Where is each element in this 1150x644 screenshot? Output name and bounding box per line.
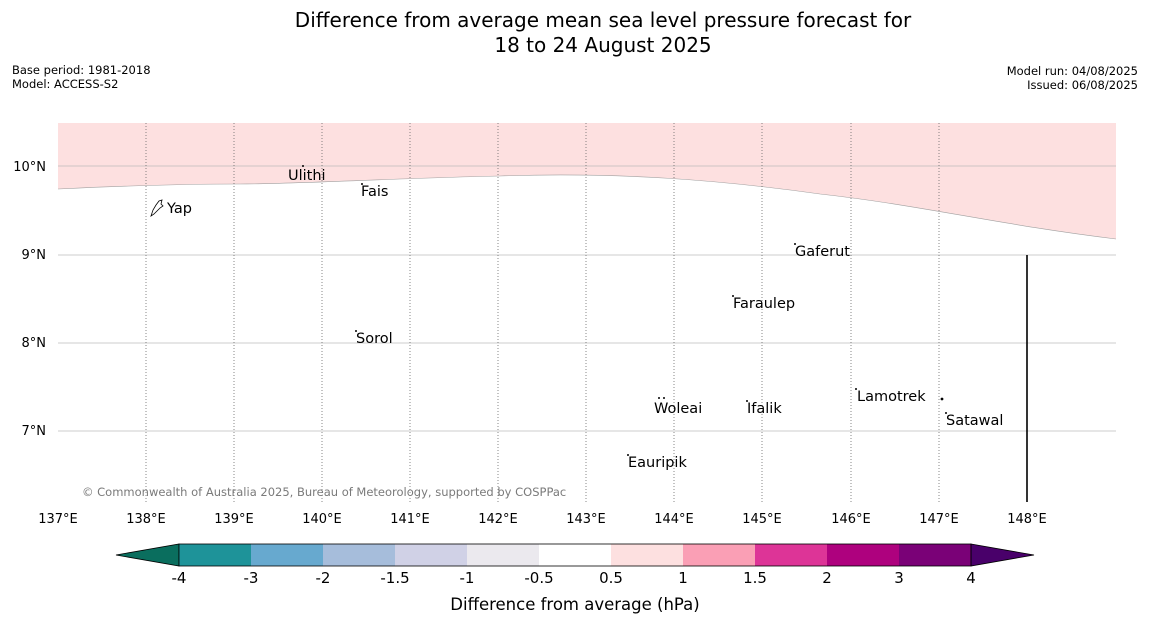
x-tick-label: 137°E — [38, 512, 78, 527]
meta-left: Base period: 1981-2018 Model: ACCESS-S2 — [12, 63, 151, 91]
x-tick-labels: 137°E 138°E 139°E 140°E 141°E 142°E 143°… — [38, 512, 1047, 527]
colorbar-high-arrow — [970, 543, 1035, 567]
model-run: Model run: 04/08/2025 — [1006, 64, 1138, 78]
copyright-notice: © Commonwealth of Australia 2025, Bureau… — [82, 485, 566, 499]
eauripik-dot — [627, 453, 630, 456]
colorbar-tick: -1.5 — [380, 569, 409, 587]
lamotrek-dot — [855, 387, 858, 390]
colorbar-segment — [539, 544, 611, 566]
colorbar-border — [178, 543, 972, 567]
x-tick-label: 141°E — [390, 512, 430, 527]
colorbar-tick: 2 — [822, 569, 832, 587]
place-label-yap: Yap — [166, 201, 192, 217]
lon-gridlines — [145, 123, 940, 502]
woleai-dot-2 — [663, 396, 666, 399]
place-label-fais: Fais — [361, 184, 388, 200]
x-tick-label: 147°E — [919, 512, 959, 527]
colorbar: -4 -3 -2 -1.5 -1 -0.5 0.5 1 1.5 2 3 4 Di… — [115, 543, 1035, 614]
colorbar-segment — [179, 544, 251, 566]
colorbar-segment — [755, 544, 827, 566]
fais-dot — [360, 182, 363, 185]
y-tick-labels: 10°N 9°N 8°N 7°N — [13, 160, 46, 439]
colorbar-tick: 1.5 — [743, 569, 767, 587]
place-label-gaferut: Gaferut — [795, 244, 850, 260]
place-label-ifalik: Ifalik — [747, 401, 782, 417]
colorbar-tick: -4 — [172, 569, 187, 587]
colorbar-tick: -1 — [460, 569, 475, 587]
colorbar-tick: 1 — [678, 569, 688, 587]
colorbar-segment — [395, 544, 467, 566]
x-tick-label: 142°E — [478, 512, 518, 527]
x-tick-label: 138°E — [126, 512, 166, 527]
faraulep-dot — [732, 294, 735, 297]
x-tick-label: 144°E — [654, 512, 694, 527]
colorbar-segment — [827, 544, 899, 566]
colorbar-segment — [683, 544, 755, 566]
place-label-satawal: Satawal — [946, 413, 1003, 429]
place-label-eauripik: Eauripik — [628, 455, 687, 471]
ifalik-dot — [746, 399, 749, 402]
place-label-lamotrek: Lamotrek — [857, 389, 926, 405]
gaferut-dot — [794, 242, 797, 245]
island-markers — [150, 164, 948, 456]
pressure-anomaly-shading — [58, 123, 1116, 239]
colorbar-tick: 3 — [894, 569, 904, 587]
colorbar-tick: -3 — [244, 569, 259, 587]
yap-island-outline — [150, 199, 164, 217]
colorbar-tick: 0.5 — [599, 569, 623, 587]
colorbar-low-arrow — [115, 543, 180, 567]
meta-right: Model run: 04/08/2025 Issued: 06/08/2025 — [1006, 64, 1138, 92]
x-tick-label: 140°E — [302, 512, 342, 527]
colorbar-tick: 4 — [966, 569, 976, 587]
ulithi-dot — [301, 164, 304, 167]
colorbar-segment — [899, 544, 971, 566]
x-tick-label: 146°E — [831, 512, 871, 527]
title-line-1: Difference from average mean sea level p… — [294, 8, 912, 32]
base-period: Base period: 1981-2018 — [12, 63, 151, 77]
place-label-ulithi: Ulithi — [288, 168, 326, 184]
place-label-faraulep: Faraulep — [733, 296, 795, 312]
shading-contour — [57, 174, 1117, 240]
y-tick-label: 10°N — [13, 160, 46, 175]
woleai-dot-1 — [658, 396, 661, 399]
y-tick-label: 9°N — [22, 248, 47, 263]
issued-date: Issued: 06/08/2025 — [1027, 77, 1138, 92]
colorbar-segment — [323, 544, 395, 566]
colorbar-tick: -0.5 — [524, 569, 553, 587]
sorol-dot — [354, 329, 357, 332]
y-tick-label: 7°N — [22, 424, 47, 439]
colorbar-segment — [467, 544, 539, 566]
lamotrek-east-dot — [940, 397, 944, 401]
satawal-dot — [945, 411, 948, 414]
colorbar-segment — [611, 544, 683, 566]
x-tick-label: 148°E — [1007, 512, 1047, 527]
x-tick-label: 143°E — [566, 512, 606, 527]
place-label-woleai: Woleai — [654, 401, 702, 417]
colorbar-title: Difference from average (hPa) — [450, 595, 699, 614]
x-tick-label: 139°E — [214, 512, 254, 527]
title-line-2: 18 to 24 August 2025 — [494, 33, 712, 57]
y-tick-label: 8°N — [22, 336, 47, 351]
colorbar-tick: -2 — [316, 569, 331, 587]
x-tick-label: 145°E — [742, 512, 782, 527]
model-name: Model: ACCESS-S2 — [12, 76, 119, 91]
colorbar-segment — [251, 544, 323, 566]
place-label-sorol: Sorol — [356, 331, 393, 347]
map-title: Difference from average mean sea level p… — [0, 8, 1150, 58]
place-labels: Ulithi Yap Fais Gaferut Faraulep Sorol L… — [166, 168, 1003, 471]
